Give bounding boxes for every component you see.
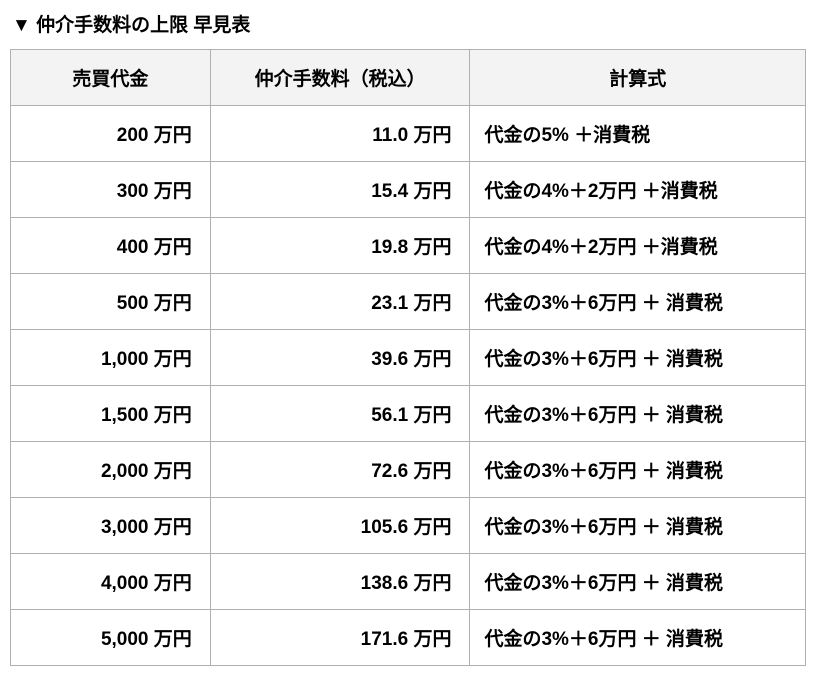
cell-fee: 72.6 万円 xyxy=(210,442,470,498)
cell-fee: 171.6 万円 xyxy=(210,610,470,666)
cell-price: 1,500 万円 xyxy=(11,386,211,442)
cell-fee: 23.1 万円 xyxy=(210,274,470,330)
fee-table: 売買代金 仲介手数料（税込） 計算式 200 万円 11.0 万円 代金の5% … xyxy=(10,49,806,666)
cell-price: 400 万円 xyxy=(11,218,211,274)
cell-fee: 19.8 万円 xyxy=(210,218,470,274)
cell-formula: 代金の3%＋6万円 ＋ 消費税 xyxy=(470,498,806,554)
cell-formula: 代金の3%＋6万円 ＋ 消費税 xyxy=(470,442,806,498)
table-title: ▼ 仲介手数料の上限 早見表 xyxy=(10,10,806,37)
cell-fee: 11.0 万円 xyxy=(210,106,470,162)
cell-price: 5,000 万円 xyxy=(11,610,211,666)
table-row: 300 万円 15.4 万円 代金の4%＋2万円 ＋消費税 xyxy=(11,162,806,218)
table-row: 200 万円 11.0 万円 代金の5% ＋消費税 xyxy=(11,106,806,162)
cell-formula: 代金の3%＋6万円 ＋ 消費税 xyxy=(470,330,806,386)
table-header-row: 売買代金 仲介手数料（税込） 計算式 xyxy=(11,50,806,106)
table-row: 1,000 万円 39.6 万円 代金の3%＋6万円 ＋ 消費税 xyxy=(11,330,806,386)
cell-formula: 代金の3%＋6万円 ＋ 消費税 xyxy=(470,386,806,442)
cell-fee: 56.1 万円 xyxy=(210,386,470,442)
cell-price: 200 万円 xyxy=(11,106,211,162)
cell-formula: 代金の4%＋2万円 ＋消費税 xyxy=(470,162,806,218)
cell-formula: 代金の4%＋2万円 ＋消費税 xyxy=(470,218,806,274)
cell-fee: 138.6 万円 xyxy=(210,554,470,610)
cell-formula: 代金の3%＋6万円 ＋ 消費税 xyxy=(470,610,806,666)
cell-formula: 代金の5% ＋消費税 xyxy=(470,106,806,162)
cell-fee: 39.6 万円 xyxy=(210,330,470,386)
cell-price: 4,000 万円 xyxy=(11,554,211,610)
cell-formula: 代金の3%＋6万円 ＋ 消費税 xyxy=(470,274,806,330)
cell-formula: 代金の3%＋6万円 ＋ 消費税 xyxy=(470,554,806,610)
table-row: 3,000 万円 105.6 万円 代金の3%＋6万円 ＋ 消費税 xyxy=(11,498,806,554)
table-row: 4,000 万円 138.6 万円 代金の3%＋6万円 ＋ 消費税 xyxy=(11,554,806,610)
table-row: 2,000 万円 72.6 万円 代金の3%＋6万円 ＋ 消費税 xyxy=(11,442,806,498)
cell-price: 1,000 万円 xyxy=(11,330,211,386)
header-formula: 計算式 xyxy=(470,50,806,106)
cell-fee: 105.6 万円 xyxy=(210,498,470,554)
header-fee: 仲介手数料（税込） xyxy=(210,50,470,106)
cell-fee: 15.4 万円 xyxy=(210,162,470,218)
table-row: 5,000 万円 171.6 万円 代金の3%＋6万円 ＋ 消費税 xyxy=(11,610,806,666)
cell-price: 300 万円 xyxy=(11,162,211,218)
cell-price: 500 万円 xyxy=(11,274,211,330)
table-row: 1,500 万円 56.1 万円 代金の3%＋6万円 ＋ 消費税 xyxy=(11,386,806,442)
header-price: 売買代金 xyxy=(11,50,211,106)
table-row: 500 万円 23.1 万円 代金の3%＋6万円 ＋ 消費税 xyxy=(11,274,806,330)
cell-price: 2,000 万円 xyxy=(11,442,211,498)
table-row: 400 万円 19.8 万円 代金の4%＋2万円 ＋消費税 xyxy=(11,218,806,274)
cell-price: 3,000 万円 xyxy=(11,498,211,554)
